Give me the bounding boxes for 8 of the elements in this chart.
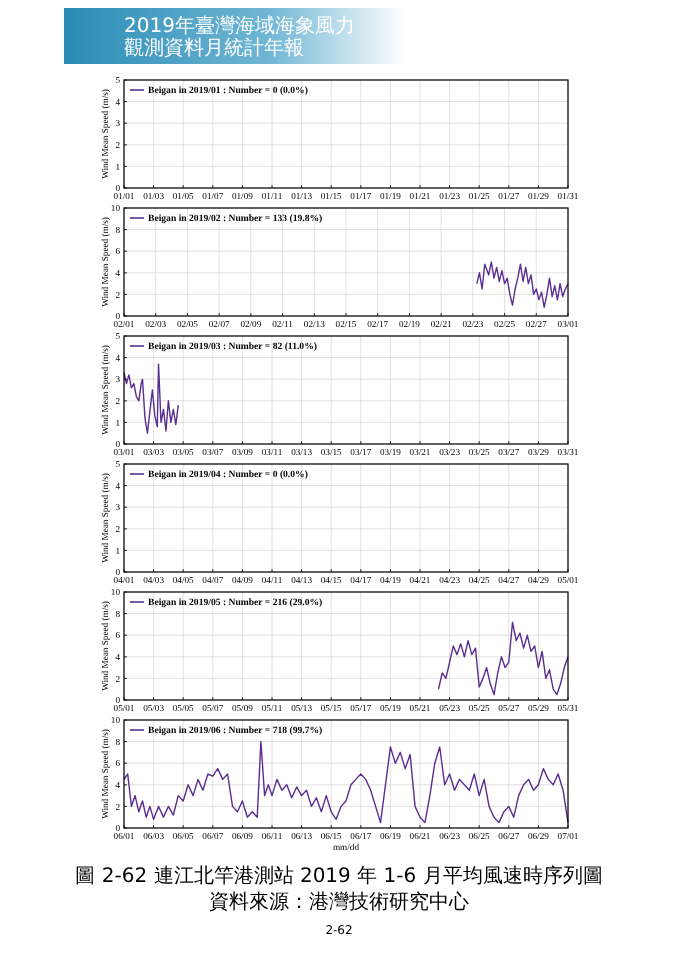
text: 觀測資料月統計年報 (124, 36, 304, 60)
line-series (123, 363, 179, 434)
caption: 圖 2-62 連江北竿港測站 2019 年 1-6 月平均風速時序列圖 (75, 864, 603, 888)
source-note: 資料來源：港灣技術研究中心 (209, 890, 469, 914)
line-series (123, 740, 569, 824)
line-series (476, 261, 569, 309)
text: 2019年臺灣海域海象風力 (124, 14, 355, 38)
line-series (437, 621, 569, 696)
